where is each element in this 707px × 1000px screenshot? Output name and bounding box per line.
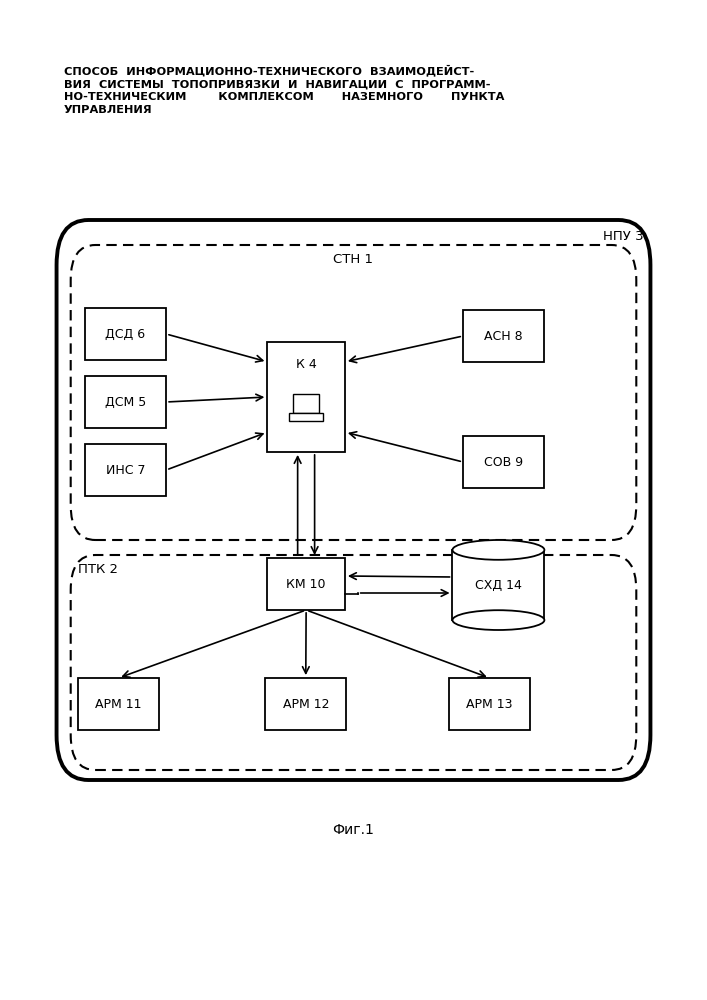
Bar [289,413,323,421]
Text: СПОСОБ  ИНФОРМАЦИОННО-ТЕХНИЧЕСКОГО  ВЗАИМОДЕЙСТ-
ВИЯ  СИСТЕМЫ  ТОПОПРИВЯЗКИ  И  : СПОСОБ ИНФОРМАЦИОННО-ТЕХНИЧЕСКОГО ВЗАИМО… [64,65,504,115]
Bar [463,310,544,362]
Bar [267,342,345,452]
Ellipse shape [452,610,544,630]
Text: АРМ 12: АРМ 12 [283,698,329,710]
Text: ИНС 7: ИНС 7 [106,464,145,477]
Bar [267,558,345,610]
Text: ДСД 6: ДСД 6 [105,328,146,340]
Text: СХД 14: СХД 14 [475,578,522,591]
Text: АСН 8: АСН 8 [484,330,523,342]
Text: СТН 1: СТН 1 [334,253,373,266]
FancyBboxPatch shape [57,220,650,780]
Bar [78,678,159,730]
Text: СОВ 9: СОВ 9 [484,456,523,468]
Text: К 4: К 4 [296,358,317,370]
Bar [452,550,544,620]
Bar [85,308,166,360]
Text: ДСМ 5: ДСМ 5 [105,395,146,408]
Bar [265,678,346,730]
Ellipse shape [452,540,544,560]
Bar [293,394,319,413]
Text: АРМ 11: АРМ 11 [95,698,141,710]
Bar [85,376,166,428]
Text: Фиг.1: Фиг.1 [332,823,375,837]
Bar [85,444,166,496]
Bar [463,436,544,488]
Bar [449,678,530,730]
Text: АРМ 13: АРМ 13 [467,698,513,710]
Text: НПУ 3: НПУ 3 [603,230,643,243]
Text: КМ 10: КМ 10 [286,577,326,590]
Text: ПТК 2: ПТК 2 [78,563,118,576]
